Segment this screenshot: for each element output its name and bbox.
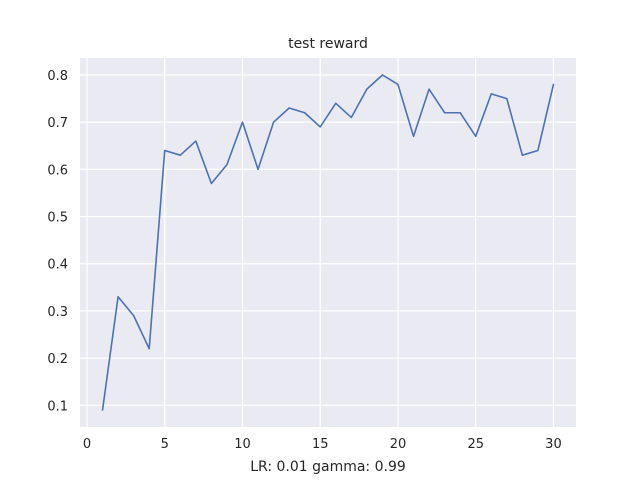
y-axis-ticks: 0.1 0.2 0.3 0.4 0.5 0.6 0.7 0.8 — [47, 69, 68, 414]
x-tick-label: 30 — [545, 437, 562, 452]
x-tick-label: 5 — [161, 437, 169, 452]
x-axis-ticks: 0 5 10 15 20 25 30 — [83, 437, 562, 452]
y-tick-label: 0.8 — [47, 69, 68, 84]
y-tick-label: 0.5 — [47, 211, 68, 226]
y-tick-label: 0.1 — [47, 399, 68, 414]
chart-title: test reward — [288, 36, 368, 52]
x-tick-label: 25 — [467, 437, 484, 452]
x-axis-label: LR: 0.01 gamma: 0.99 — [250, 459, 406, 475]
x-tick-label: 20 — [390, 437, 407, 452]
y-tick-label: 0.3 — [47, 305, 68, 320]
x-tick-label: 0 — [83, 437, 91, 452]
x-tick-label: 10 — [234, 437, 251, 452]
y-tick-label: 0.4 — [47, 258, 68, 273]
y-tick-label: 0.7 — [47, 116, 68, 131]
y-tick-label: 0.2 — [47, 352, 68, 367]
plot-area — [80, 58, 576, 427]
y-tick-label: 0.6 — [47, 163, 68, 178]
x-tick-label: 15 — [312, 437, 329, 452]
